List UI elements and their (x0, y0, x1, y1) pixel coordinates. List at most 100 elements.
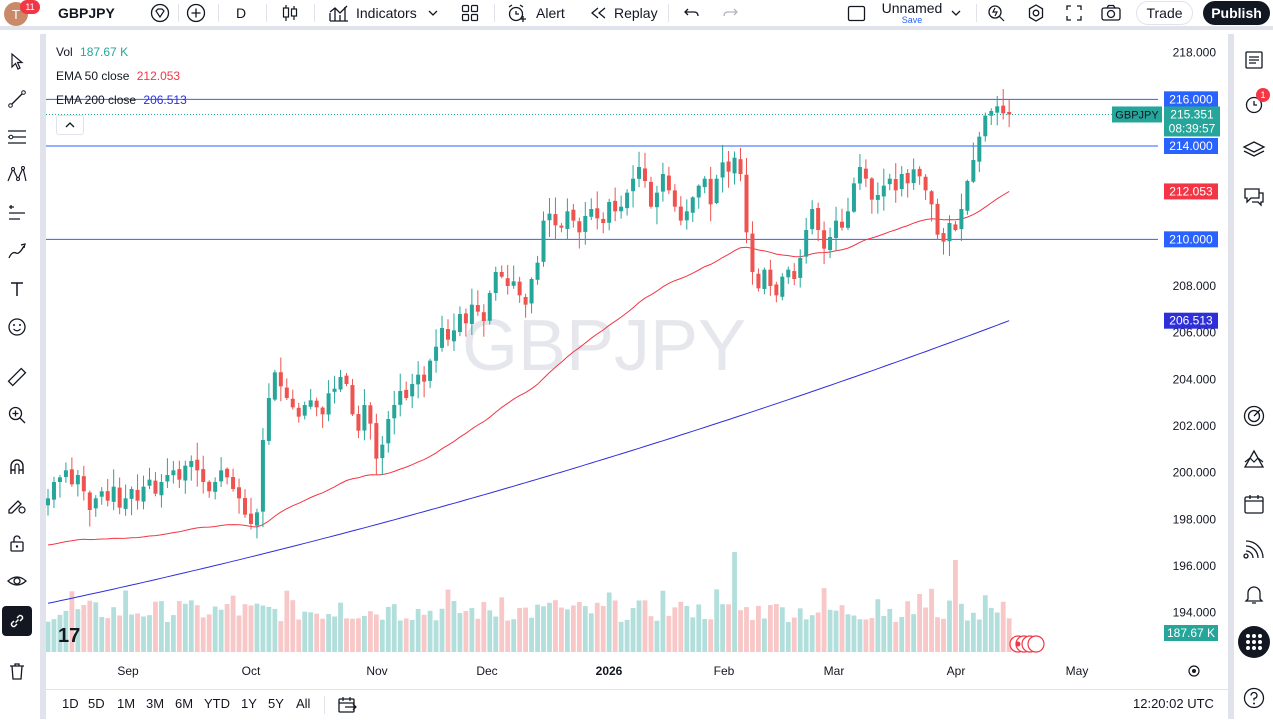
camera-icon[interactable] (1100, 0, 1122, 26)
target-icon[interactable] (1240, 402, 1268, 430)
candle-body[interactable] (183, 465, 188, 481)
fullscreen-icon[interactable] (1064, 0, 1086, 26)
undo-icon[interactable] (682, 0, 704, 26)
candle-body[interactable] (648, 181, 653, 207)
brush-icon[interactable] (4, 238, 30, 264)
candle-body[interactable] (905, 172, 910, 184)
candle-body[interactable] (953, 224, 958, 230)
candle-body[interactable] (786, 269, 791, 278)
layout-checkbox-icon[interactable] (846, 0, 868, 26)
range-1y[interactable]: 1Y (241, 696, 257, 711)
event-marker[interactable] (1027, 635, 1045, 653)
candle-body[interactable] (607, 202, 612, 223)
candle-body[interactable] (911, 169, 916, 184)
eye-icon[interactable] (4, 568, 30, 594)
ideas-icon[interactable] (1240, 446, 1268, 474)
candle-body[interactable] (893, 179, 898, 191)
candle-body[interactable] (457, 314, 462, 332)
candle-body[interactable] (308, 400, 313, 407)
candle-body[interactable] (362, 405, 367, 431)
candle-body[interactable] (589, 209, 594, 217)
emoji-icon[interactable] (4, 314, 30, 340)
lock-icon[interactable] (4, 530, 30, 556)
candle-body[interactable] (965, 181, 970, 211)
candle-body[interactable] (445, 329, 450, 340)
candle-body[interactable] (768, 269, 773, 286)
broadcast-icon[interactable] (1240, 536, 1268, 564)
candle-body[interactable] (529, 279, 534, 304)
candle-body[interactable] (159, 482, 164, 496)
candle-body[interactable] (720, 162, 725, 178)
candle-body[interactable] (511, 281, 516, 286)
candle-body[interactable] (1001, 105, 1006, 114)
legend-collapse-button[interactable] (56, 115, 84, 135)
candle-body[interactable] (983, 115, 988, 137)
candle-body[interactable] (207, 481, 212, 492)
watchlist-icon[interactable] (1240, 46, 1268, 74)
candle-body[interactable] (147, 479, 152, 486)
candle-body[interactable] (899, 174, 904, 190)
candle-body[interactable] (272, 372, 277, 400)
range-3m[interactable]: 3M (146, 696, 165, 711)
candle-body[interactable] (553, 214, 558, 226)
candle-body[interactable] (541, 220, 546, 262)
candle-body[interactable] (643, 168, 647, 181)
publish-button[interactable]: Publish (1203, 1, 1270, 25)
compare-add-icon[interactable] (186, 0, 208, 26)
candle-body[interactable] (165, 475, 170, 482)
candle-body[interactable] (51, 482, 56, 500)
candle-body[interactable] (368, 405, 373, 424)
candle-body[interactable] (505, 278, 510, 286)
candle-body[interactable] (845, 211, 850, 228)
candle-body[interactable] (828, 237, 833, 251)
range-6m[interactable]: 6M (175, 696, 194, 711)
candle-body[interactable] (117, 487, 122, 508)
candle-body[interactable] (93, 498, 98, 509)
candle-body[interactable] (917, 168, 922, 177)
candle-body[interactable] (840, 221, 845, 228)
go-to-date-icon[interactable] (336, 695, 358, 720)
candle-body[interactable] (332, 388, 337, 392)
candle-body[interactable] (290, 398, 295, 408)
range-5d[interactable]: 5D (88, 696, 105, 711)
candle-body[interactable] (887, 178, 892, 185)
candle-body[interactable] (356, 413, 361, 431)
candle-body[interactable] (738, 159, 743, 174)
candle-body[interactable] (792, 271, 797, 279)
candle-body[interactable] (666, 175, 671, 191)
candle-body[interactable] (708, 178, 713, 205)
candle-body[interactable] (774, 284, 779, 296)
candle-body[interactable] (171, 470, 176, 476)
candle-body[interactable] (320, 407, 325, 415)
candle-body[interactable] (46, 498, 50, 506)
candle-body[interactable] (995, 106, 1000, 113)
candle-body[interactable] (672, 190, 677, 207)
replay-button[interactable]: Replay (588, 0, 660, 26)
candle-body[interactable] (243, 498, 248, 515)
candle-body[interactable] (923, 176, 928, 191)
candle-body[interactable] (631, 178, 636, 192)
candle-body[interactable] (284, 387, 289, 398)
layout-name-button[interactable]: Unnamed Save (876, 0, 948, 26)
forecast-icon[interactable] (4, 200, 30, 226)
candle-body[interactable] (959, 209, 964, 230)
candle-body[interactable] (684, 211, 689, 221)
candle-body[interactable] (523, 296, 528, 305)
candle-body[interactable] (517, 281, 522, 296)
price-chart[interactable]: GBPJPY 218.000216.000214.000212.000210.0… (45, 34, 1228, 686)
candle-body[interactable] (660, 174, 665, 192)
link-icon[interactable] (2, 606, 32, 636)
candle-body[interactable] (153, 480, 158, 494)
candle-body[interactable] (493, 272, 498, 294)
candle-body[interactable] (129, 489, 134, 499)
candle-body[interactable] (338, 377, 343, 390)
candle-body[interactable] (941, 233, 946, 242)
quick-search-icon[interactable] (986, 0, 1008, 26)
candle-body[interactable] (231, 477, 236, 489)
utc-clock[interactable]: 12:20:02 UTC (1133, 696, 1214, 711)
candle-body[interactable] (583, 216, 588, 232)
candle-body[interactable] (732, 157, 737, 174)
text-icon[interactable] (4, 276, 30, 302)
candle-body[interactable] (392, 405, 397, 419)
stay-drawing-icon[interactable] (4, 492, 30, 518)
